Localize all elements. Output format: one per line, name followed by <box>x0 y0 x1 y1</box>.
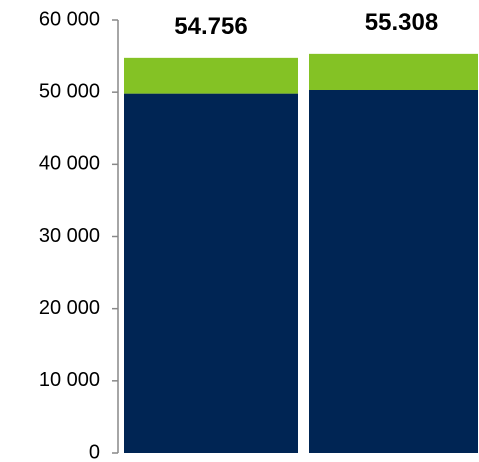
bar-segment <box>309 53 478 91</box>
total-label: 54.756 <box>174 13 247 40</box>
bar-segment <box>124 57 298 94</box>
total-label: 55.308 <box>365 9 438 36</box>
y-tick-label: 40 000 <box>39 153 100 175</box>
y-tick-label: 0 <box>89 441 100 462</box>
bar-segment <box>124 93 298 454</box>
y-tick-label: 50 000 <box>39 80 100 102</box>
bar-segment <box>309 90 478 454</box>
y-tick-label: 20 000 <box>39 297 100 319</box>
y-tick-label: 10 000 <box>39 369 100 391</box>
y-tick-label: 60 000 <box>39 8 100 30</box>
y-tick-label: 30 000 <box>39 225 100 247</box>
